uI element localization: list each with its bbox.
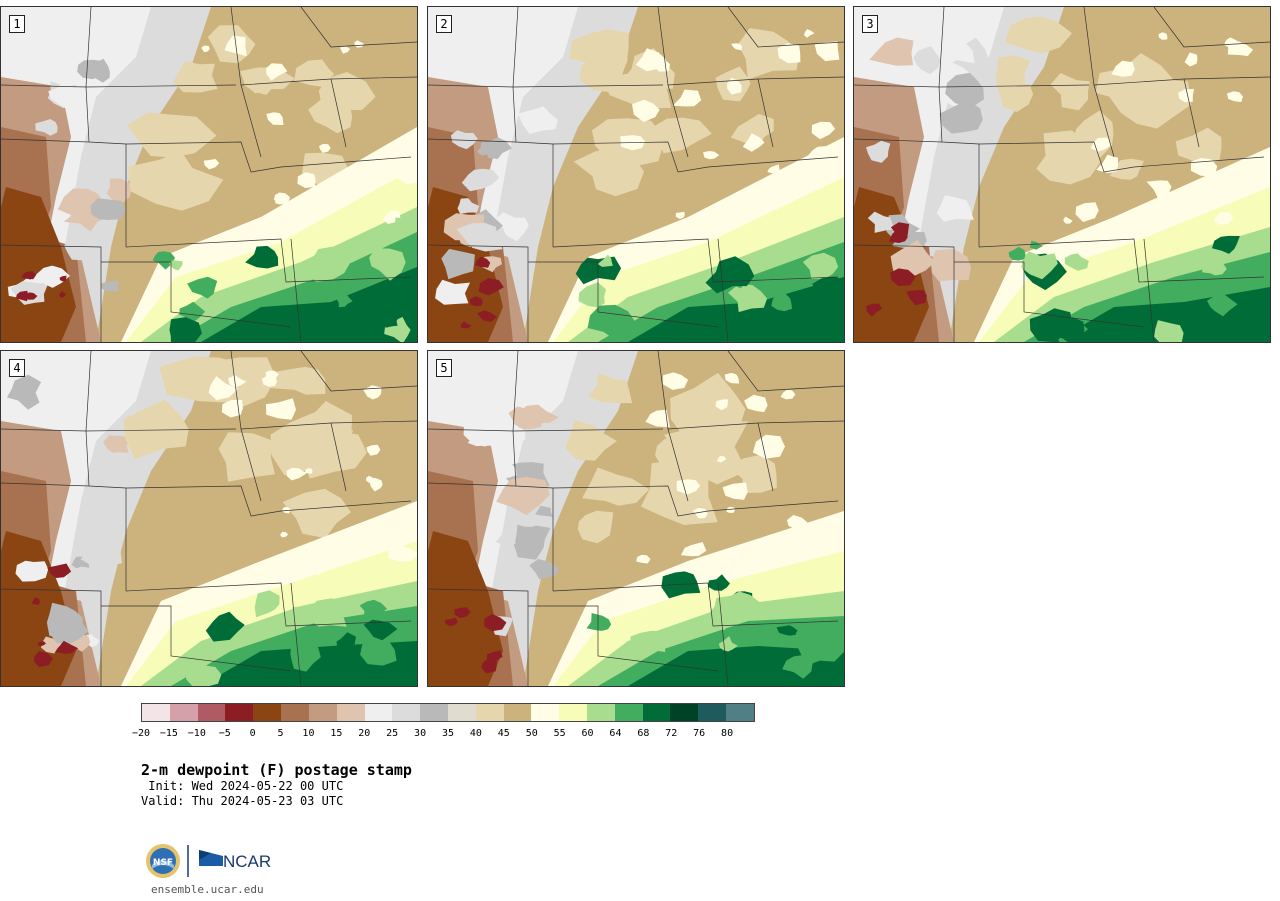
colorbar-tick-label: 5	[277, 728, 284, 739]
valid-time: Valid: Thu 2024-05-23 03 UTC	[141, 794, 344, 808]
dewpoint-map-2	[428, 7, 844, 342]
colorbar-tick-label: 20	[358, 728, 371, 739]
colorbar-tick-label: 64	[609, 728, 622, 739]
panel-1: 1	[0, 6, 418, 343]
colorbar-swatch	[253, 704, 282, 721]
panel-number-label: 3	[862, 15, 878, 33]
colorbar-ticks: −20 −15 −10 −5 0 5 10 15 20 25 30 35 40 45 50 55 60 64 68 7…	[132, 728, 755, 742]
colorbar-swatch	[420, 704, 448, 721]
nsf-logo-text: NSF	[153, 858, 173, 868]
colorbar-swatch	[392, 704, 421, 721]
colorbar-tick-label: −10	[187, 728, 206, 739]
colorbar-swatch	[308, 704, 337, 721]
panel-3: 3	[853, 6, 1271, 343]
colorbar-tick-label: 68	[637, 728, 650, 739]
nsf-ncar-logo: NSF NCAR	[146, 844, 271, 878]
colorbar-tick-label: 55	[553, 728, 566, 739]
panel-number-label: 2	[436, 15, 452, 33]
colorbar-tick-label: 60	[581, 728, 594, 739]
panel-number-label: 4	[9, 359, 25, 377]
colorbar-swatch	[642, 704, 671, 721]
colorbar-swatch	[364, 704, 393, 721]
colorbar-tick-label: 50	[525, 728, 538, 739]
colorbar-swatch	[225, 704, 254, 721]
colorbar-swatch	[698, 704, 727, 721]
colorbar-tick-label: 72	[665, 728, 678, 739]
panel-4: 4	[0, 350, 418, 687]
panel-5: 5	[427, 350, 845, 687]
dewpoint-map-1	[1, 7, 417, 342]
colorbar-swatch	[559, 704, 587, 721]
dewpoint-map-5	[428, 351, 844, 686]
colorbar-swatch	[281, 704, 309, 721]
figure-title: 2-m dewpoint (F) postage stamp	[141, 761, 412, 779]
ncar-logo-text: NCAR	[223, 852, 271, 871]
colorbar-swatch	[142, 704, 170, 721]
colorbar-swatch	[670, 704, 699, 721]
colorbar-swatch	[587, 704, 615, 721]
colorbar-tick-label: 45	[497, 728, 510, 739]
panel-2: 2	[427, 6, 845, 343]
colorbar-swatch	[614, 704, 643, 721]
colorbar-tick-label: 35	[441, 728, 455, 739]
colorbar-tick-label: 25	[386, 728, 399, 739]
colorbar-swatch	[475, 704, 504, 721]
panel-number-label: 5	[436, 359, 452, 377]
colorbar-swatch	[531, 704, 560, 721]
init-time: Init: Wed 2024-05-22 00 UTC	[141, 779, 344, 793]
colorbar-swatch	[169, 704, 198, 721]
colorbar-tick-label: −5	[218, 728, 231, 739]
colorbar-swatch	[447, 704, 476, 721]
colorbar-tick-label: 80	[721, 728, 734, 739]
colorbar-tick-label: 0	[249, 728, 256, 739]
panel-number-label: 1	[9, 15, 25, 33]
colorbar-tick-label: 76	[693, 728, 706, 739]
colorbar-tick-label: −20	[131, 728, 151, 739]
colorbar-swatch	[503, 704, 532, 721]
colorbar-swatch	[336, 704, 365, 721]
dewpoint-colorbar	[141, 703, 755, 722]
dewpoint-map-3	[854, 7, 1270, 342]
colorbar-tick-label: 10	[302, 728, 315, 739]
colorbar-swatch	[197, 704, 226, 721]
colorbar-swatch	[726, 704, 754, 721]
colorbar-tick-label: 30	[414, 728, 427, 739]
colorbar-tick-label: 15	[330, 728, 343, 739]
colorbar-tick-label: 40	[469, 728, 482, 739]
colorbar-tick-label: −15	[159, 728, 178, 739]
site-url: ensemble.ucar.edu	[151, 883, 264, 896]
dewpoint-map-4	[1, 351, 417, 686]
